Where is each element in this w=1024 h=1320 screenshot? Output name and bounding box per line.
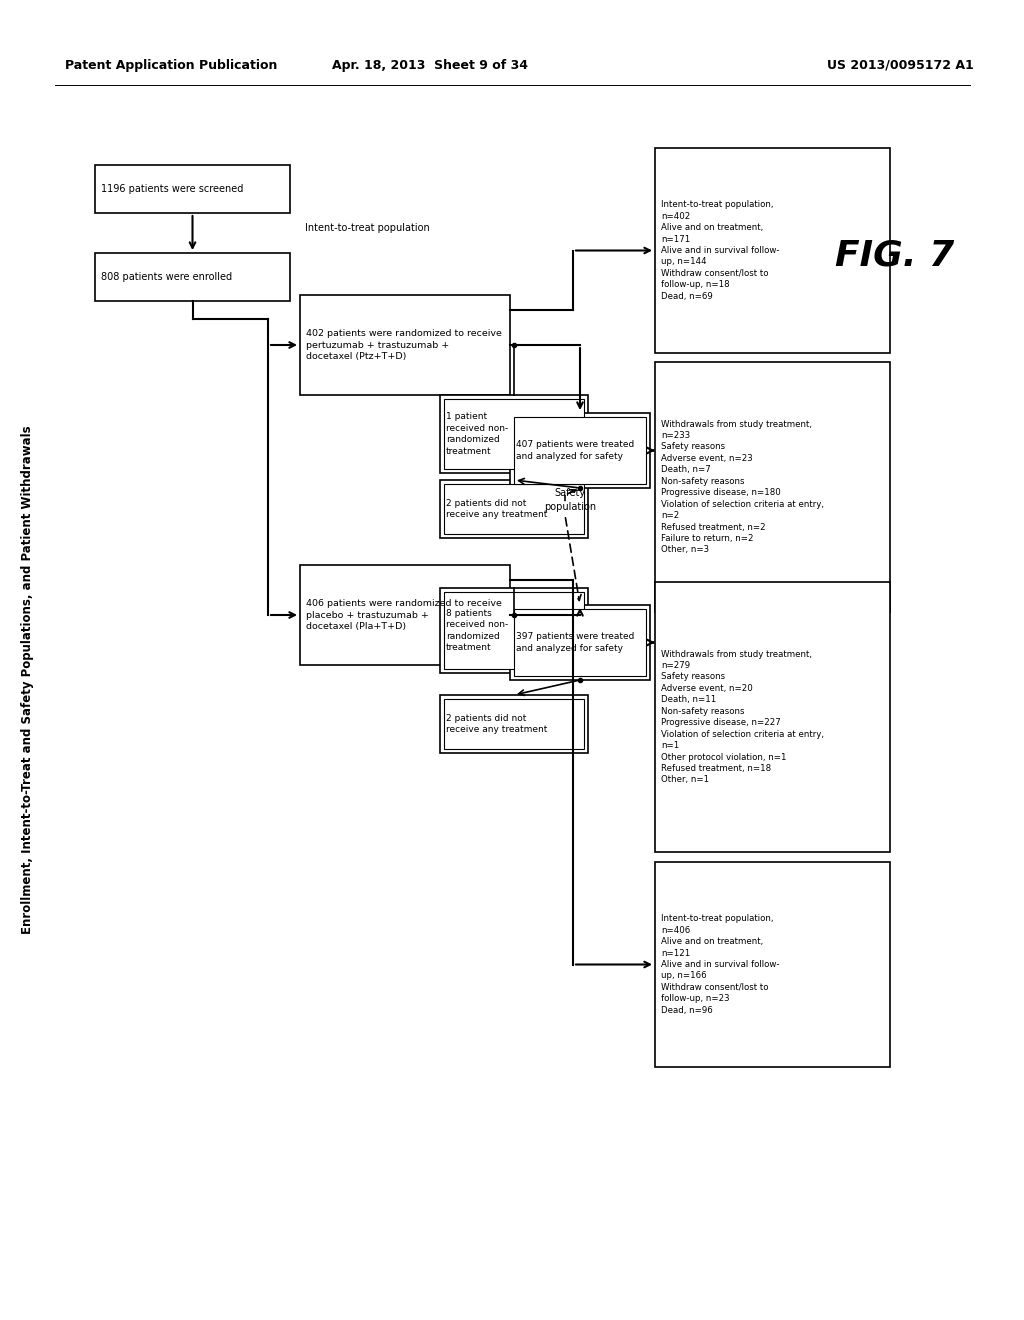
Text: 808 patients were enrolled: 808 patients were enrolled [101,272,232,282]
FancyBboxPatch shape [300,565,510,665]
Text: 397 patients were treated
and analyzed for safety: 397 patients were treated and analyzed f… [516,632,635,652]
Text: 2 patients did not
receive any treatment: 2 patients did not receive any treatment [446,714,548,734]
Text: Intent-to-treat population: Intent-to-treat population [305,223,430,234]
Text: Apr. 18, 2013  Sheet 9 of 34: Apr. 18, 2013 Sheet 9 of 34 [332,58,528,71]
FancyBboxPatch shape [300,294,510,395]
FancyBboxPatch shape [444,591,584,669]
Text: Withdrawals from study treatment,
n=279
Safety reasons
Adverse event, n=20
Death: Withdrawals from study treatment, n=279 … [662,649,824,784]
Text: 8 patients
received non-
randomized
treatment: 8 patients received non- randomized trea… [446,609,508,652]
Text: 1196 patients were screened: 1196 patients were screened [101,183,244,194]
FancyBboxPatch shape [510,605,650,680]
Text: Enrollment, Intent-to-Treat and Safety Populations, and Patient Withdrawals: Enrollment, Intent-to-Treat and Safety P… [22,425,35,935]
FancyBboxPatch shape [510,413,650,488]
FancyBboxPatch shape [444,399,584,469]
Text: Safety
population: Safety population [544,488,596,512]
FancyBboxPatch shape [655,362,890,612]
Text: 407 patients were treated
and analyzed for safety: 407 patients were treated and analyzed f… [516,441,634,461]
Text: US 2013/0095172 A1: US 2013/0095172 A1 [826,58,974,71]
FancyBboxPatch shape [514,417,646,484]
FancyBboxPatch shape [444,484,584,535]
Text: 406 patients were randomized to receive
placebo + trastuzumab +
docetaxel (Pla+T: 406 patients were randomized to receive … [306,599,502,631]
Text: FIG. 7: FIG. 7 [836,238,954,272]
FancyBboxPatch shape [444,700,584,748]
FancyBboxPatch shape [655,582,890,851]
Text: 2 patients did not
receive any treatment: 2 patients did not receive any treatment [446,499,548,519]
FancyBboxPatch shape [655,148,890,352]
Text: 402 patients were randomized to receive
pertuzumab + trastuzumab +
docetaxel (Pt: 402 patients were randomized to receive … [306,329,502,360]
FancyBboxPatch shape [440,480,588,539]
Text: Intent-to-treat population,
n=406
Alive and on treatment,
n=121
Alive and in sur: Intent-to-treat population, n=406 Alive … [662,915,779,1015]
FancyBboxPatch shape [95,253,290,301]
FancyBboxPatch shape [655,862,890,1067]
FancyBboxPatch shape [514,609,646,676]
Text: Patent Application Publication: Patent Application Publication [65,58,278,71]
Text: Intent-to-treat population,
n=402
Alive and on treatment,
n=171
Alive and in sur: Intent-to-treat population, n=402 Alive … [662,201,779,301]
FancyBboxPatch shape [440,395,588,473]
Text: Withdrawals from study treatment,
n=233
Safety reasons
Adverse event, n=23
Death: Withdrawals from study treatment, n=233 … [662,420,824,554]
Text: 1 patient
received non-
randomized
treatment: 1 patient received non- randomized treat… [446,412,508,455]
FancyBboxPatch shape [95,165,290,213]
FancyBboxPatch shape [440,696,588,752]
FancyBboxPatch shape [440,587,588,673]
